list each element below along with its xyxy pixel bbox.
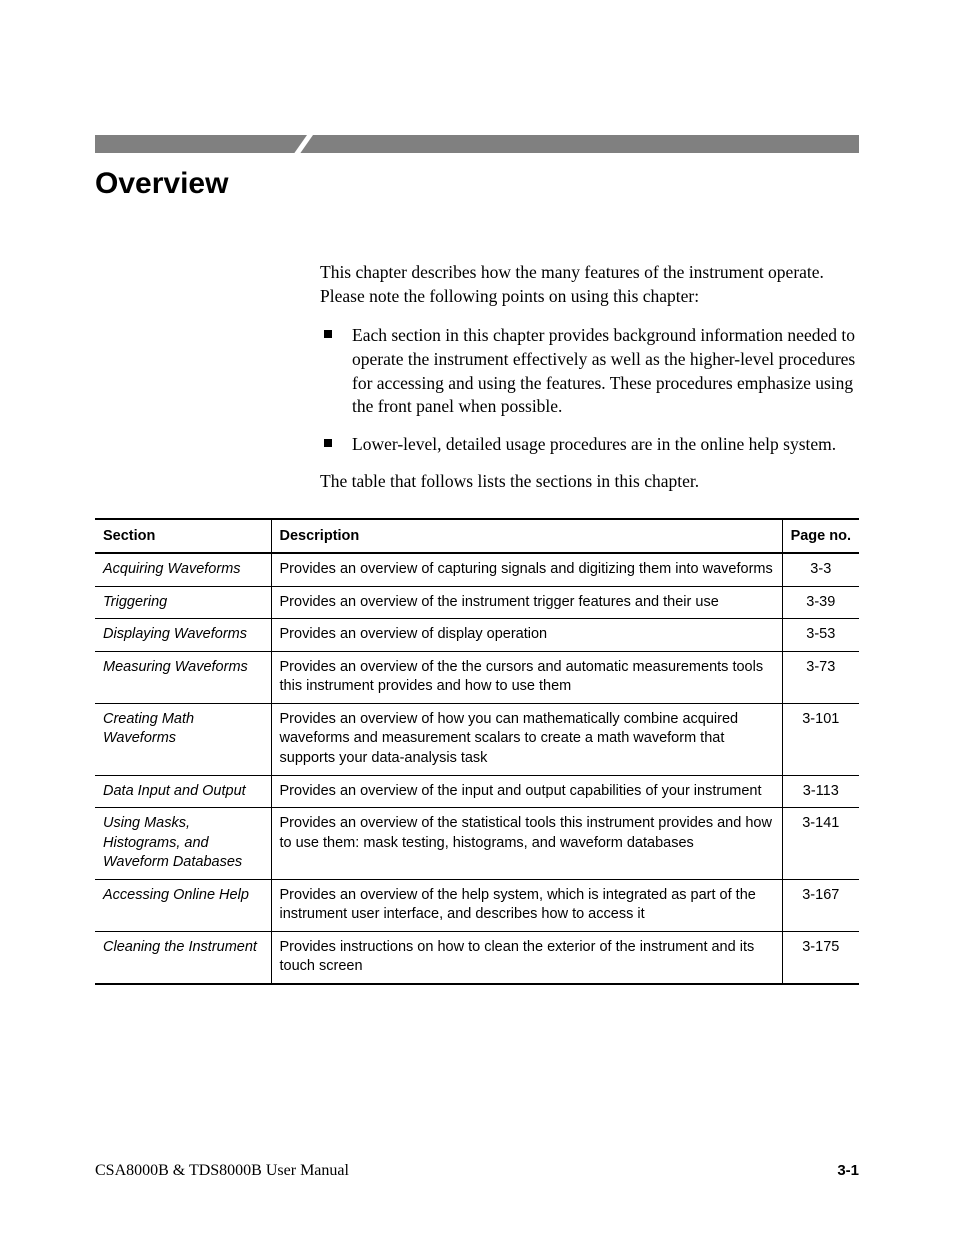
cell-section: Data Input and Output (95, 775, 271, 808)
cell-section: Accessing Online Help (95, 879, 271, 931)
cell-description: Provides an overview of the statistical … (271, 808, 782, 880)
sections-table: Section Description Page no. Acquiring W… (95, 518, 859, 985)
cell-description: Provides an overview of display operatio… (271, 619, 782, 652)
table-header-row: Section Description Page no. (95, 519, 859, 553)
cell-section: Cleaning the Instrument (95, 931, 271, 984)
footer-manual-title: CSA8000B & TDS8000B User Manual (95, 1162, 349, 1180)
bullet-item: Lower-level, detailed usage procedures a… (320, 433, 859, 457)
cell-page: 3-53 (782, 619, 859, 652)
cell-page: 3-73 (782, 651, 859, 703)
cell-page: 3-175 (782, 931, 859, 984)
table-row: Triggering Provides an overview of the i… (95, 586, 859, 619)
page-title: Overview (95, 167, 859, 201)
lead-out-paragraph: The table that follows lists the section… (320, 470, 859, 494)
cell-section: Using Masks, Histograms, and Waveform Da… (95, 808, 271, 880)
table-row: Measuring Waveforms Provides an overview… (95, 651, 859, 703)
table-row: Accessing Online Help Provides an overvi… (95, 879, 859, 931)
cell-description: Provides an overview of the input and ou… (271, 775, 782, 808)
cell-section: Measuring Waveforms (95, 651, 271, 703)
table-row: Cleaning the Instrument Provides instruc… (95, 931, 859, 984)
table-row: Displaying Waveforms Provides an overvie… (95, 619, 859, 652)
table-row: Creating Math Waveforms Provides an over… (95, 703, 859, 775)
cell-description: Provides an overview of the help system,… (271, 879, 782, 931)
cell-section: Creating Math Waveforms (95, 703, 271, 775)
cell-page: 3-167 (782, 879, 859, 931)
table-row: Using Masks, Histograms, and Waveform Da… (95, 808, 859, 880)
page-footer: CSA8000B & TDS8000B User Manual 3-1 (95, 1162, 859, 1180)
body-text-block: This chapter describes how the many feat… (320, 261, 859, 494)
cell-description: Provides an overview of the the cursors … (271, 651, 782, 703)
column-header-section: Section (95, 519, 271, 553)
cell-description: Provides an overview of the instrument t… (271, 586, 782, 619)
column-header-description: Description (271, 519, 782, 553)
cell-page: 3-113 (782, 775, 859, 808)
document-page: Overview This chapter describes how the … (0, 0, 954, 1235)
cell-page: 3-101 (782, 703, 859, 775)
cell-description: Provides an overview of how you can math… (271, 703, 782, 775)
footer-page-number: 3-1 (837, 1162, 859, 1179)
cell-page: 3-141 (782, 808, 859, 880)
header-rule-decoration (95, 135, 859, 153)
cell-section: Displaying Waveforms (95, 619, 271, 652)
cell-section: Triggering (95, 586, 271, 619)
intro-paragraph: This chapter describes how the many feat… (320, 261, 859, 308)
column-header-page: Page no. (782, 519, 859, 553)
table-row: Acquiring Waveforms Provides an overview… (95, 553, 859, 586)
cell-description: Provides instructions on how to clean th… (271, 931, 782, 984)
cell-page: 3-3 (782, 553, 859, 586)
table-row: Data Input and Output Provides an overvi… (95, 775, 859, 808)
bullet-list: Each section in this chapter provides ba… (320, 324, 859, 456)
cell-section: Acquiring Waveforms (95, 553, 271, 586)
bullet-item: Each section in this chapter provides ba… (320, 324, 859, 419)
cell-page: 3-39 (782, 586, 859, 619)
cell-description: Provides an overview of capturing signal… (271, 553, 782, 586)
